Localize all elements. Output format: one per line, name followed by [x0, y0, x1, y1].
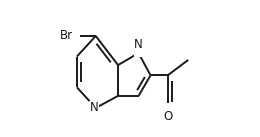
Text: Br: Br [60, 29, 73, 42]
Text: O: O [163, 110, 172, 123]
Text: N: N [134, 38, 143, 51]
FancyBboxPatch shape [134, 44, 143, 57]
FancyBboxPatch shape [163, 103, 172, 116]
FancyBboxPatch shape [89, 102, 99, 114]
Text: N: N [90, 101, 99, 114]
FancyBboxPatch shape [65, 30, 80, 42]
